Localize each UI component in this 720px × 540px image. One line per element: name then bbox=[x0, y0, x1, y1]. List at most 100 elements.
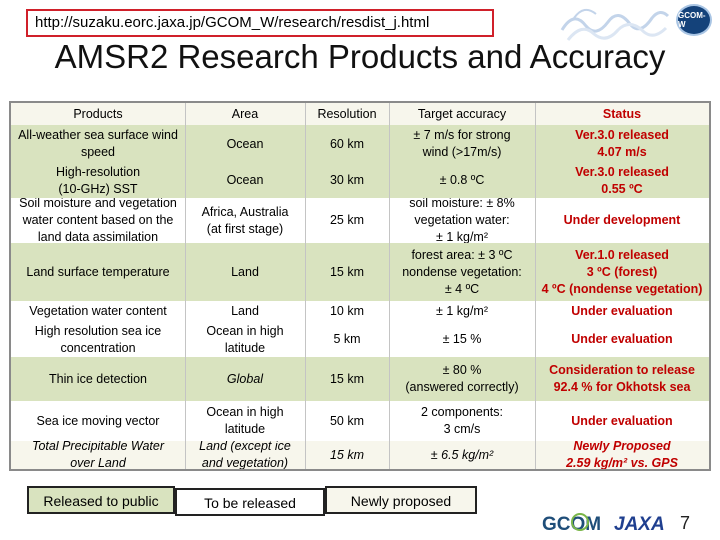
cell-content: Land bbox=[231, 303, 259, 320]
accuracy-cell: ± 6.5 kg/m² bbox=[389, 441, 535, 469]
resolution-cell: 15 km bbox=[305, 441, 389, 469]
status-line: 4 ºC (nondense vegetation) bbox=[541, 281, 703, 296]
cell-content: 5 km bbox=[333, 331, 360, 348]
resolution-value: 25 km bbox=[329, 213, 365, 227]
status-line: 2.59 kg/m² vs. GPS bbox=[566, 456, 678, 469]
accuracy-cell: soil moisture: ± 8% vegetation water: ± 1 … bbox=[389, 198, 535, 243]
accuracy-line: ± 1 kg/m² bbox=[435, 230, 488, 243]
status-cell: Under evaluation bbox=[535, 322, 709, 357]
products-cell: Sea ice moving vector bbox=[11, 401, 185, 441]
resolution-cell: 60 km bbox=[305, 125, 389, 163]
row-background bbox=[11, 322, 709, 357]
products-line: concentration bbox=[60, 340, 136, 355]
cell-content: Consideration to release 92.4 % for Okhot… bbox=[549, 362, 695, 396]
area-cell: Africa, Australia (at first stage) bbox=[185, 198, 305, 243]
resolution-cell: 25 km bbox=[305, 198, 389, 243]
area-line: and vegetation) bbox=[201, 456, 289, 469]
accuracy-line: ± 7 m/s for strong bbox=[413, 128, 511, 142]
header-resolution: Resolution bbox=[317, 106, 377, 121]
accuracy-cell: ± 0.8 ºC bbox=[389, 163, 535, 198]
row-background bbox=[11, 401, 709, 441]
area-cell: Global bbox=[185, 357, 305, 401]
resolution-value: 5 km bbox=[333, 332, 361, 346]
accuracy-cell: ± 7 m/s for strong wind (>17m/s) bbox=[389, 125, 535, 163]
status-cell: Newly Proposed 2.59 kg/m² vs. GPS bbox=[535, 441, 709, 469]
products-cell: Total Precipitable Water over Land bbox=[11, 441, 185, 469]
cell-content: ± 6.5 kg/m² bbox=[431, 447, 493, 464]
accuracy-line: nondense vegetation: bbox=[402, 264, 522, 279]
cell-content: Ver.3.0 released 4.07 m/s bbox=[575, 127, 669, 161]
cell-content: Total Precipitable Water over Land bbox=[32, 441, 164, 469]
resolution-cell: 50 km bbox=[305, 401, 389, 441]
row-background bbox=[11, 198, 709, 243]
cell-content: Land bbox=[231, 264, 259, 281]
status-line: Ver.1.0 released bbox=[575, 247, 669, 262]
cell-content: Thin ice detection bbox=[49, 371, 147, 388]
cell-content: All-weather sea surface wind speed bbox=[18, 127, 178, 161]
cell-content: 30 km bbox=[330, 172, 364, 189]
accuracy-line: 2 components: bbox=[421, 405, 503, 419]
cell-content: Under development bbox=[564, 212, 681, 229]
cell-content: Land (except ice and vegetation) bbox=[199, 441, 291, 469]
area-line: Ocean bbox=[226, 173, 264, 187]
legend-newly-proposed-label: Newly proposed bbox=[350, 493, 452, 509]
cell-content: 50 km bbox=[330, 413, 364, 430]
cell-content: Vegetation water content bbox=[29, 303, 167, 320]
status-line: Under evaluation bbox=[571, 304, 673, 318]
area-cell: Ocean in high latitude bbox=[185, 401, 305, 441]
cell-content: ± 80 % (answered correctly) bbox=[405, 362, 518, 396]
source-url[interactable]: http://suzaku.eorc.jaxa.jp/GCOM_W/resear… bbox=[26, 9, 494, 37]
area-cell: Land bbox=[185, 301, 305, 322]
status-line: Ver.3.0 released bbox=[575, 128, 669, 142]
products-line: High-resolution bbox=[55, 164, 141, 179]
resolution-cell: 30 km bbox=[305, 163, 389, 198]
area-cell: Ocean bbox=[185, 163, 305, 198]
status-line: Under development bbox=[563, 213, 681, 227]
cell-content: Newly Proposed 2.59 kg/m² vs. GPS bbox=[566, 441, 678, 469]
accuracy-cell: ± 15 % bbox=[389, 322, 535, 357]
accuracy-line: ± 15 % bbox=[442, 332, 482, 346]
resolution-cell: 15 km bbox=[305, 243, 389, 301]
status-line: 3 ºC (forest) bbox=[586, 264, 658, 279]
products-line: Thin ice detection bbox=[49, 371, 147, 386]
resolution-value: 10 km bbox=[329, 304, 365, 318]
status-cell: Ver.3.0 released 0.55 ºC bbox=[535, 163, 709, 198]
header-status: Status bbox=[602, 106, 642, 121]
status-cell: Under evaluation bbox=[535, 401, 709, 441]
page-title: AMSR2 Research Products and Accuracy bbox=[54, 38, 666, 75]
jaxa-logo-text: JAXA bbox=[614, 514, 665, 535]
resolution-value: 30 km bbox=[329, 173, 365, 187]
accuracy-line: (answered correctly) bbox=[405, 380, 519, 394]
products-cell: Soil moisture and vegetation water conten… bbox=[11, 198, 185, 243]
cell-content: 60 km bbox=[330, 136, 364, 153]
products-cell: High resolution sea ice concentration bbox=[11, 322, 185, 357]
area-line: latitude bbox=[224, 422, 266, 436]
products-line: speed bbox=[80, 145, 116, 159]
accuracy-line: vegetation water: bbox=[414, 213, 510, 227]
cell-content: Africa, Australia (at first stage) bbox=[202, 204, 289, 238]
products-table: Products Area Resolution Target accuracy Sta… bbox=[9, 101, 711, 471]
accuracy-line: ± 1 kg/m² bbox=[435, 304, 488, 318]
status-cell: Ver.3.0 released 4.07 m/s bbox=[535, 125, 709, 163]
cell-content: Ver.3.0 released 0.55 ºC bbox=[575, 164, 669, 198]
products-line: Land surface temperature bbox=[26, 264, 170, 279]
legend-to-be-released-label: To be released bbox=[204, 495, 296, 511]
status-cell: Under development bbox=[535, 198, 709, 243]
row-background bbox=[11, 163, 709, 198]
accuracy-line: ± 80 % bbox=[442, 363, 482, 377]
resolution-value: 15 km bbox=[329, 371, 365, 386]
cell-content: Ver.1.0 released 3 ºC (forest) 4 ºC (nonde… bbox=[542, 247, 703, 298]
cell-content: Under evaluation bbox=[571, 303, 672, 320]
column-divider bbox=[305, 103, 306, 469]
cell-content: ± 15 % bbox=[443, 331, 482, 348]
cell-content: Ocean in high latitude bbox=[206, 323, 283, 357]
cell-content: Land surface temperature bbox=[26, 264, 169, 281]
products-cell: All-weather sea surface wind speed bbox=[11, 125, 185, 163]
area-line: Africa, Australia bbox=[201, 204, 289, 219]
area-line: Ocean in high bbox=[206, 323, 284, 338]
status-line: Under evaluation bbox=[571, 413, 673, 428]
status-line: Consideration to release bbox=[549, 363, 695, 377]
cell-content: High resolution sea ice concentration bbox=[35, 323, 161, 357]
cell-content: ± 0.8 ºC bbox=[440, 172, 485, 189]
gcom-badge-logo: GCOM-W bbox=[676, 4, 712, 36]
